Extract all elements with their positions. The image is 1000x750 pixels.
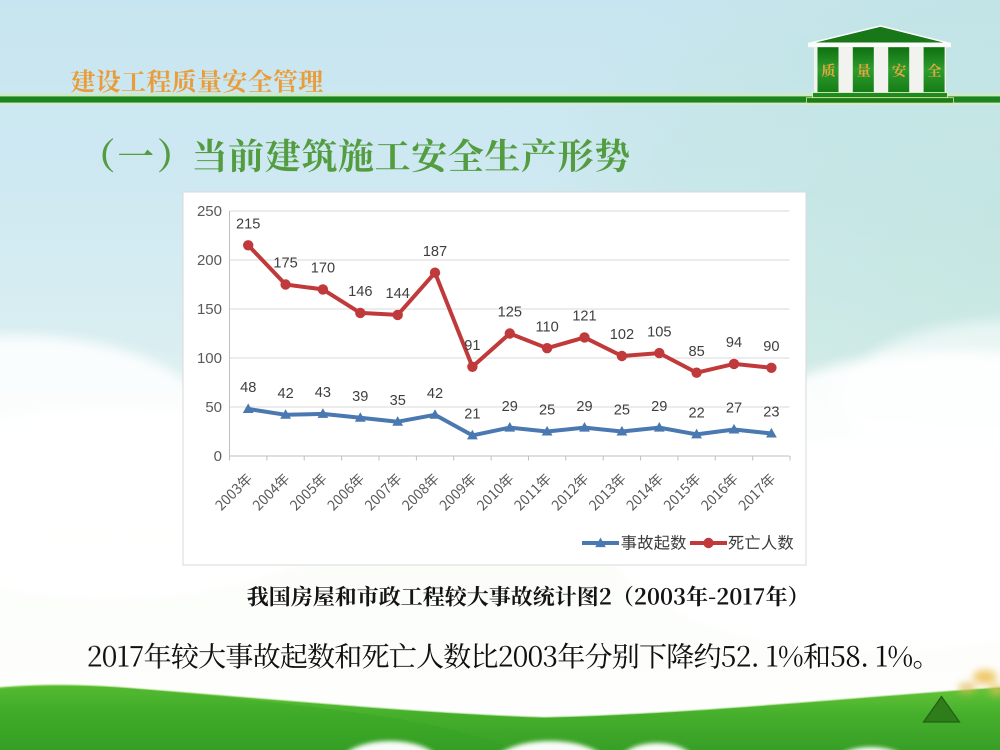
svg-text:175: 175: [273, 256, 297, 272]
svg-text:48: 48: [240, 380, 256, 396]
svg-text:43: 43: [315, 385, 331, 401]
svg-text:121: 121: [572, 309, 596, 325]
svg-text:42: 42: [427, 386, 443, 402]
svg-text:250: 250: [197, 203, 222, 220]
svg-text:25: 25: [614, 403, 630, 419]
svg-text:215: 215: [236, 217, 260, 233]
svg-text:39: 39: [352, 389, 368, 405]
svg-text:144: 144: [386, 286, 410, 302]
svg-text:0: 0: [214, 448, 222, 465]
svg-text:200: 200: [197, 252, 222, 269]
svg-text:170: 170: [311, 261, 335, 277]
svg-text:110: 110: [535, 319, 558, 335]
svg-text:35: 35: [390, 393, 406, 409]
svg-text:187: 187: [423, 244, 447, 260]
svg-text:50: 50: [205, 399, 222, 416]
svg-text:29: 29: [651, 399, 667, 415]
svg-text:105: 105: [647, 324, 671, 340]
svg-text:94: 94: [726, 335, 742, 351]
svg-text:42: 42: [277, 386, 293, 402]
svg-text:29: 29: [576, 399, 592, 415]
svg-text:23: 23: [763, 405, 779, 421]
svg-text:25: 25: [539, 403, 555, 419]
svg-text:146: 146: [348, 284, 372, 300]
svg-text:150: 150: [197, 301, 222, 318]
svg-text:22: 22: [688, 406, 704, 422]
svg-text:102: 102: [610, 327, 634, 343]
svg-text:91: 91: [464, 338, 480, 354]
svg-text:29: 29: [502, 399, 518, 415]
svg-text:27: 27: [726, 401, 742, 417]
svg-text:100: 100: [197, 350, 222, 367]
svg-text:125: 125: [498, 305, 522, 321]
svg-text:85: 85: [688, 344, 704, 360]
svg-text:21: 21: [464, 407, 480, 423]
svg-text:90: 90: [763, 339, 779, 355]
